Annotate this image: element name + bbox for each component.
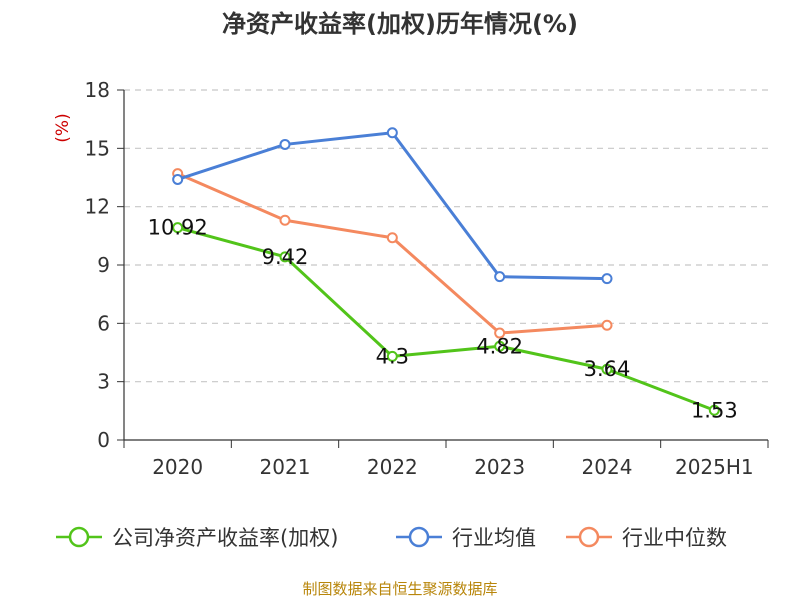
x-tick-label: 2021 [260, 455, 311, 479]
y-tick-label: 18 [85, 78, 110, 102]
series-layer [172, 127, 720, 416]
data-point[interactable] [279, 138, 291, 150]
data-label: 4.82 [476, 334, 523, 358]
data-label: 9.42 [262, 245, 309, 269]
data-labels: 10.92 9.42 4.3 4.82 3.64 1.53 [148, 216, 738, 423]
series-line [177, 172, 608, 335]
legend-item-0[interactable]: 公司净资产收益率(加权) [56, 526, 338, 550]
y-tick-label: 9 [97, 253, 110, 277]
legend-label: 公司净资产收益率(加权) [112, 526, 338, 550]
data-point[interactable] [172, 222, 184, 234]
x-tick-label: 2025H1 [675, 455, 754, 479]
y-tick-label: 6 [97, 311, 110, 335]
data-point[interactable] [279, 251, 291, 263]
legend-label: 行业均值 [452, 526, 536, 550]
x-tick-label: 2023 [474, 455, 525, 479]
y-tick-label: 12 [85, 195, 110, 219]
legend-label: 行业中位数 [622, 526, 727, 550]
legend-item-2[interactable]: 行业中位数 [566, 526, 727, 550]
series-2 [172, 168, 613, 339]
chart-title: 净资产收益率(加权)历年情况(%) [222, 10, 578, 38]
data-point[interactable] [494, 340, 506, 352]
data-point[interactable] [601, 363, 613, 375]
data-point[interactable] [279, 214, 291, 226]
data-point[interactable] [601, 319, 613, 331]
data-label: 3.64 [584, 357, 631, 381]
legend-marker-icon [578, 526, 600, 548]
legend-item-1[interactable]: 行业均值 [396, 526, 536, 550]
series-line [177, 226, 715, 412]
series-line [177, 131, 608, 281]
x-tick-label: 2024 [582, 455, 633, 479]
x-tick-label: 2022 [367, 455, 418, 479]
x-tick-label: 2020 [152, 455, 203, 479]
data-point[interactable] [386, 232, 398, 244]
data-point[interactable] [494, 327, 506, 339]
data-label: 4.3 [376, 344, 409, 368]
legend-marker-icon [68, 526, 90, 548]
series-0 [172, 222, 720, 416]
data-label: 10.92 [148, 216, 208, 240]
data-point[interactable] [172, 173, 184, 185]
y-tick-label: 3 [97, 370, 110, 394]
legend-marker-icon [408, 526, 430, 548]
data-point[interactable] [601, 273, 613, 285]
y-axis-unit-label: (%) [53, 113, 73, 142]
y-tick-label: 15 [85, 136, 110, 160]
legend[interactable]: 公司净资产收益率(加权) 行业均值 行业中位数 [56, 526, 727, 550]
data-source-note: 制图数据来自恒生聚源数据库 [302, 580, 497, 598]
grid-lines [124, 89, 768, 383]
axes: 0 3 6 9 12 15 18 2020 2021 2022 2023 2024 2025H1 [85, 78, 769, 479]
data-point[interactable] [386, 127, 398, 139]
data-label: 1.53 [691, 398, 738, 422]
data-point[interactable] [494, 271, 506, 283]
y-tick-label: 0 [97, 428, 110, 452]
data-point[interactable] [386, 350, 398, 362]
data-point[interactable] [708, 404, 720, 416]
series-1 [172, 127, 613, 285]
